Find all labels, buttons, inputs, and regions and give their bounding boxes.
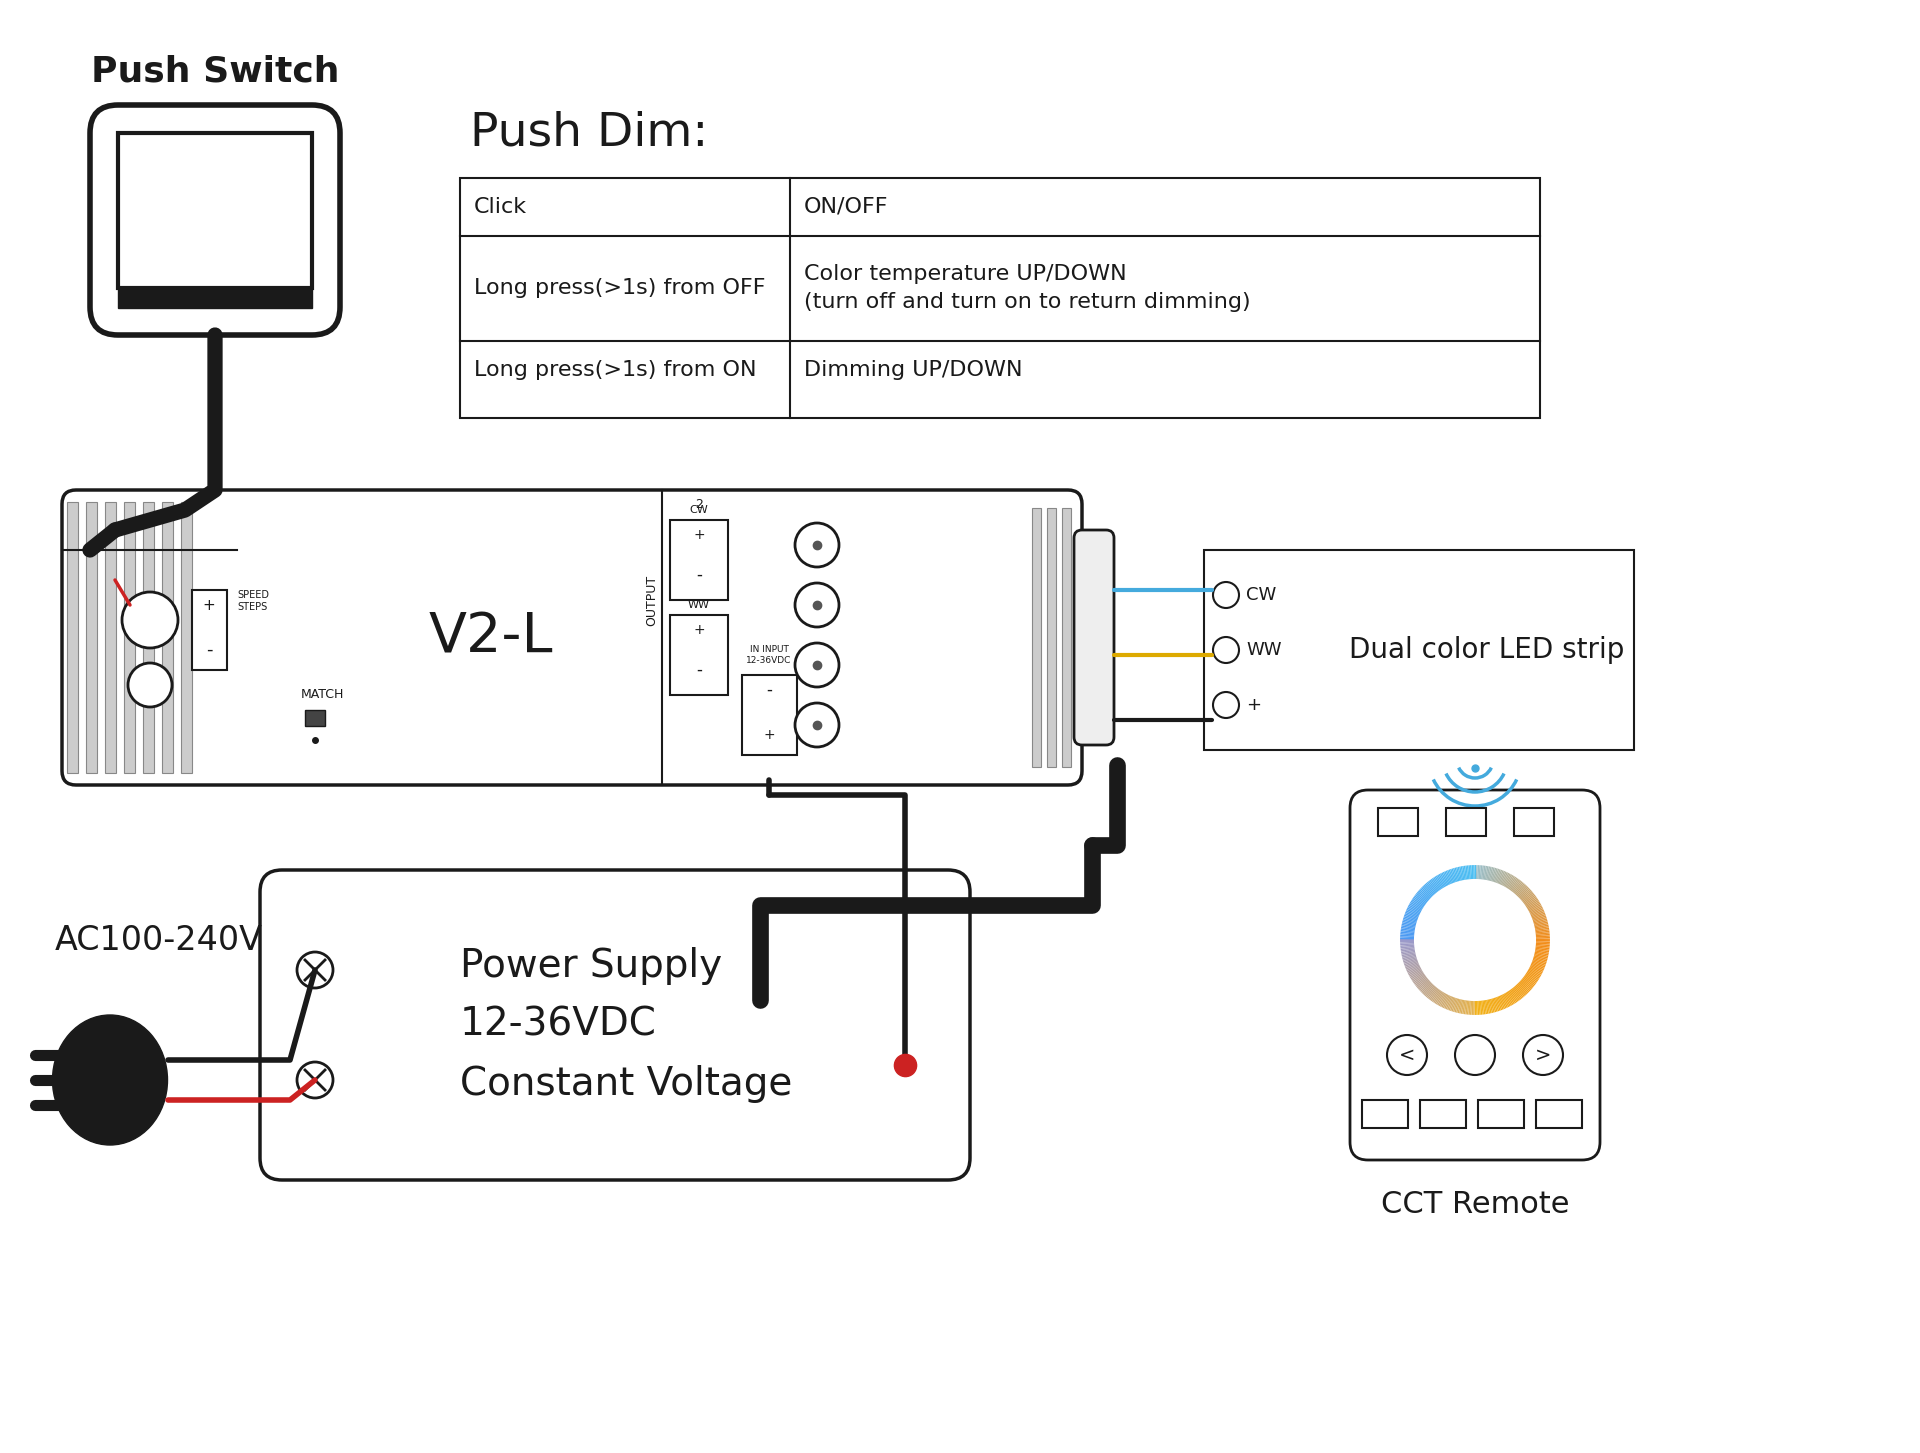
Bar (461, 179, 1540, 418)
Circle shape (795, 583, 839, 628)
Text: Push Switch: Push Switch (90, 55, 340, 89)
Text: AC100-240V: AC100-240V (56, 924, 263, 956)
Text: CCT Remote: CCT Remote (1380, 1190, 1569, 1219)
Text: IN INPUT
12-36VDC: IN INPUT 12-36VDC (747, 645, 791, 665)
Circle shape (1386, 1035, 1427, 1075)
Bar (117, 134, 311, 288)
FancyBboxPatch shape (61, 490, 1083, 785)
Circle shape (1213, 583, 1238, 607)
Circle shape (123, 591, 179, 648)
Text: +: + (1246, 696, 1261, 713)
Text: Push Dim:: Push Dim: (470, 110, 708, 155)
Circle shape (129, 663, 173, 708)
Bar (142, 501, 154, 773)
Bar (1536, 1100, 1582, 1128)
Circle shape (795, 644, 839, 687)
Text: >: > (1534, 1046, 1551, 1065)
Bar (1062, 509, 1071, 767)
Text: Dual color LED strip: Dual color LED strip (1350, 636, 1624, 664)
Bar (1361, 1100, 1407, 1128)
Text: SPEED
STEPS: SPEED STEPS (236, 590, 269, 612)
Text: Click: Click (474, 198, 528, 216)
Circle shape (298, 952, 332, 988)
Bar (741, 676, 797, 756)
Text: -: - (766, 681, 772, 699)
FancyBboxPatch shape (259, 870, 970, 1180)
Bar (1033, 509, 1041, 767)
Bar (125, 501, 134, 773)
Circle shape (795, 703, 839, 747)
Circle shape (1213, 692, 1238, 718)
Bar (67, 501, 79, 773)
Text: Color temperature UP/DOWN
(turn off and turn on to return dimming): Color temperature UP/DOWN (turn off and … (804, 264, 1250, 312)
Bar (670, 615, 728, 695)
Bar (1204, 551, 1634, 750)
Bar (1379, 808, 1419, 835)
FancyBboxPatch shape (1073, 530, 1114, 745)
Bar (106, 501, 115, 773)
Text: Power Supply
12-36VDC
Constant Voltage: Power Supply 12-36VDC Constant Voltage (461, 947, 793, 1103)
Text: ON/OFF: ON/OFF (804, 198, 889, 216)
Text: -: - (205, 641, 213, 660)
Text: 2: 2 (695, 498, 703, 511)
Text: +: + (762, 728, 776, 742)
Circle shape (1213, 636, 1238, 663)
Circle shape (1455, 1035, 1496, 1075)
Circle shape (1417, 882, 1532, 998)
Circle shape (298, 1062, 332, 1098)
Bar (1446, 808, 1486, 835)
Bar (305, 711, 324, 726)
Bar (161, 501, 173, 773)
Text: V2-L: V2-L (428, 610, 553, 664)
Text: CW: CW (689, 506, 708, 514)
Text: -: - (697, 567, 703, 584)
Text: WW: WW (687, 600, 710, 610)
Text: Long press(>1s) from OFF: Long press(>1s) from OFF (474, 279, 766, 298)
Text: +: + (204, 597, 215, 613)
FancyBboxPatch shape (90, 105, 340, 336)
Text: OUTPUT: OUTPUT (645, 574, 659, 626)
Bar (1421, 1100, 1467, 1128)
Bar (1046, 509, 1056, 767)
Text: CW: CW (1246, 586, 1277, 604)
Bar (1478, 1100, 1524, 1128)
Text: <: < (1400, 1046, 1415, 1065)
Text: -: - (697, 661, 703, 679)
Circle shape (795, 523, 839, 567)
Text: +: + (693, 623, 705, 636)
Bar (1515, 808, 1553, 835)
FancyBboxPatch shape (1350, 790, 1599, 1159)
Bar (86, 501, 98, 773)
Circle shape (1523, 1035, 1563, 1075)
Text: MATCH: MATCH (300, 689, 344, 702)
Bar (670, 520, 728, 600)
Ellipse shape (52, 1016, 167, 1145)
Bar (180, 501, 192, 773)
Bar (117, 288, 311, 308)
Text: Dimming UP/DOWN: Dimming UP/DOWN (804, 360, 1023, 381)
Text: +: + (693, 527, 705, 542)
Text: Long press(>1s) from ON: Long press(>1s) from ON (474, 360, 756, 381)
Bar (192, 590, 227, 670)
Text: WW: WW (1246, 641, 1281, 660)
